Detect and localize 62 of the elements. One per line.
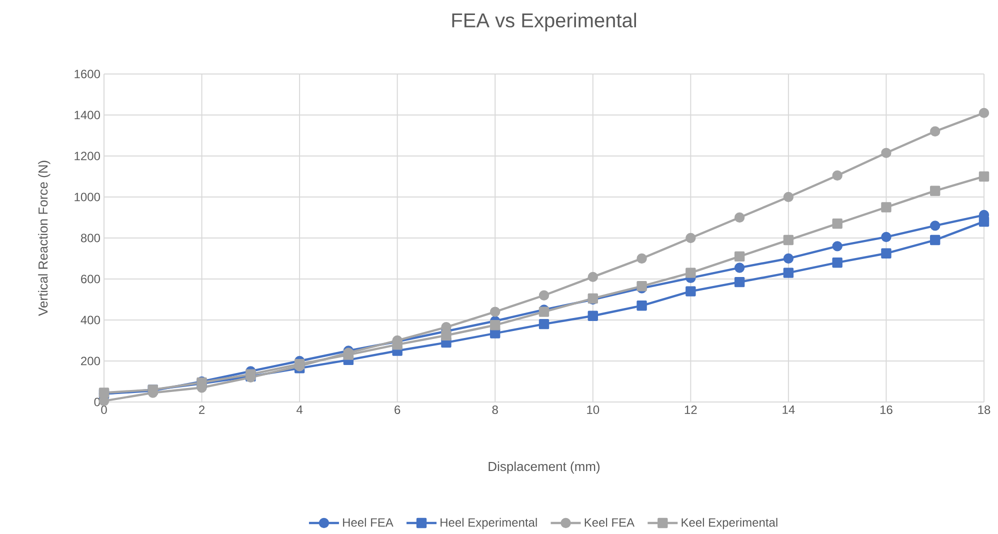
y-axis-title: Vertical Reaction Force (N)	[38, 160, 50, 316]
x-tick-label: 4	[296, 406, 303, 414]
x-tick-label: 10	[587, 406, 600, 414]
point	[538, 318, 550, 330]
point	[588, 272, 598, 282]
point	[441, 330, 452, 340]
x-tick-label: 0	[101, 406, 107, 414]
point	[930, 234, 940, 246]
point	[930, 220, 940, 231]
point	[978, 171, 990, 182]
point	[734, 262, 745, 273]
x-axis-title: Displacement (mm)	[488, 462, 600, 474]
point	[686, 286, 696, 296]
point	[783, 192, 794, 202]
x-tick-label: 12	[684, 406, 697, 414]
point	[881, 232, 892, 242]
point	[490, 306, 500, 317]
legend-label: Heel FEA	[343, 518, 394, 527]
point	[930, 126, 940, 136]
legend-label: Keel Experimental	[682, 518, 778, 530]
point	[734, 212, 745, 223]
y-tick-label: 600	[81, 274, 100, 284]
point	[832, 218, 842, 229]
chart-title: FEA vs Experimental	[452, 12, 636, 32]
y-tick-label: 1400	[74, 110, 100, 120]
point	[930, 186, 940, 196]
point	[978, 108, 990, 118]
point	[588, 310, 598, 321]
x-tick-label: 8	[492, 406, 498, 414]
legend-label: Keel FEA	[584, 518, 635, 527]
point	[832, 257, 842, 268]
point	[783, 253, 794, 264]
y-tick-label: 400	[80, 316, 100, 324]
point	[734, 276, 745, 288]
x-tick-label: 18	[978, 406, 990, 414]
point	[294, 358, 305, 370]
point	[832, 170, 842, 181]
point	[881, 202, 892, 212]
y-tick-label: 1200	[74, 152, 100, 160]
x-tick-label: 16	[880, 406, 892, 414]
point	[490, 320, 500, 330]
y-tick-label: 1600	[74, 70, 100, 78]
point	[783, 268, 794, 278]
y-tick-label: 200	[81, 356, 100, 366]
point	[686, 268, 696, 278]
legend-label: Heel Experimental	[440, 518, 537, 530]
x-tick-label: 6	[394, 406, 400, 414]
point	[881, 248, 892, 258]
point	[686, 232, 696, 244]
point	[783, 234, 794, 246]
point	[881, 148, 892, 158]
x-tick-label: 14	[782, 406, 795, 414]
point	[832, 241, 842, 252]
point	[978, 216, 990, 227]
point	[636, 300, 647, 311]
point	[538, 290, 550, 300]
point	[392, 339, 402, 350]
y-tick-label: 800	[80, 234, 100, 242]
point	[734, 251, 745, 262]
x-tick-label: 2	[199, 406, 205, 414]
y-tick-label: 1000	[74, 192, 100, 202]
point	[636, 253, 647, 264]
